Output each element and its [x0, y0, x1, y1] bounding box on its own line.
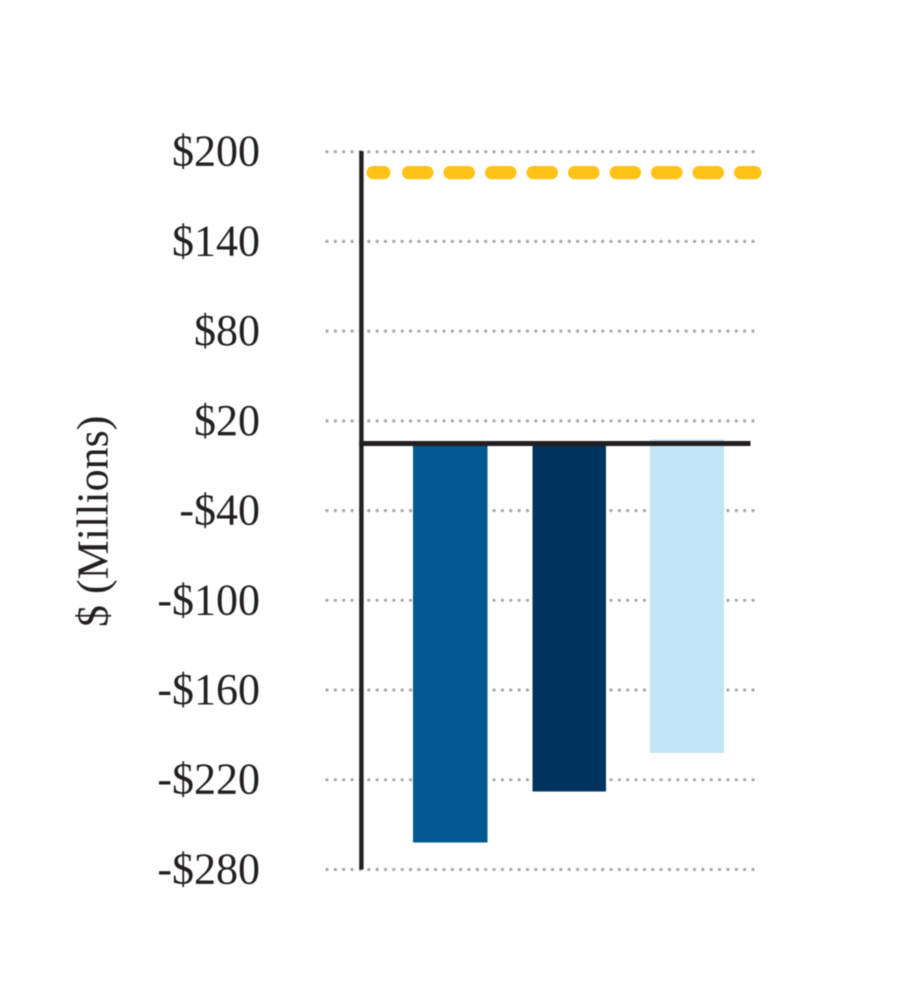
svg-text:-$280: -$280 — [157, 845, 260, 894]
svg-text:$200: $200 — [172, 127, 260, 176]
svg-text:-$220: -$220 — [157, 755, 260, 804]
svg-text:-$40: -$40 — [179, 486, 260, 535]
svg-text:-$100: -$100 — [157, 575, 260, 624]
svg-text:$ (Millions): $ (Millions) — [69, 416, 118, 627]
svg-text:$20: $20 — [194, 396, 260, 445]
svg-text:-$160: -$160 — [157, 665, 260, 714]
svg-text:$80: $80 — [194, 306, 260, 355]
svg-text:$140: $140 — [172, 216, 260, 265]
